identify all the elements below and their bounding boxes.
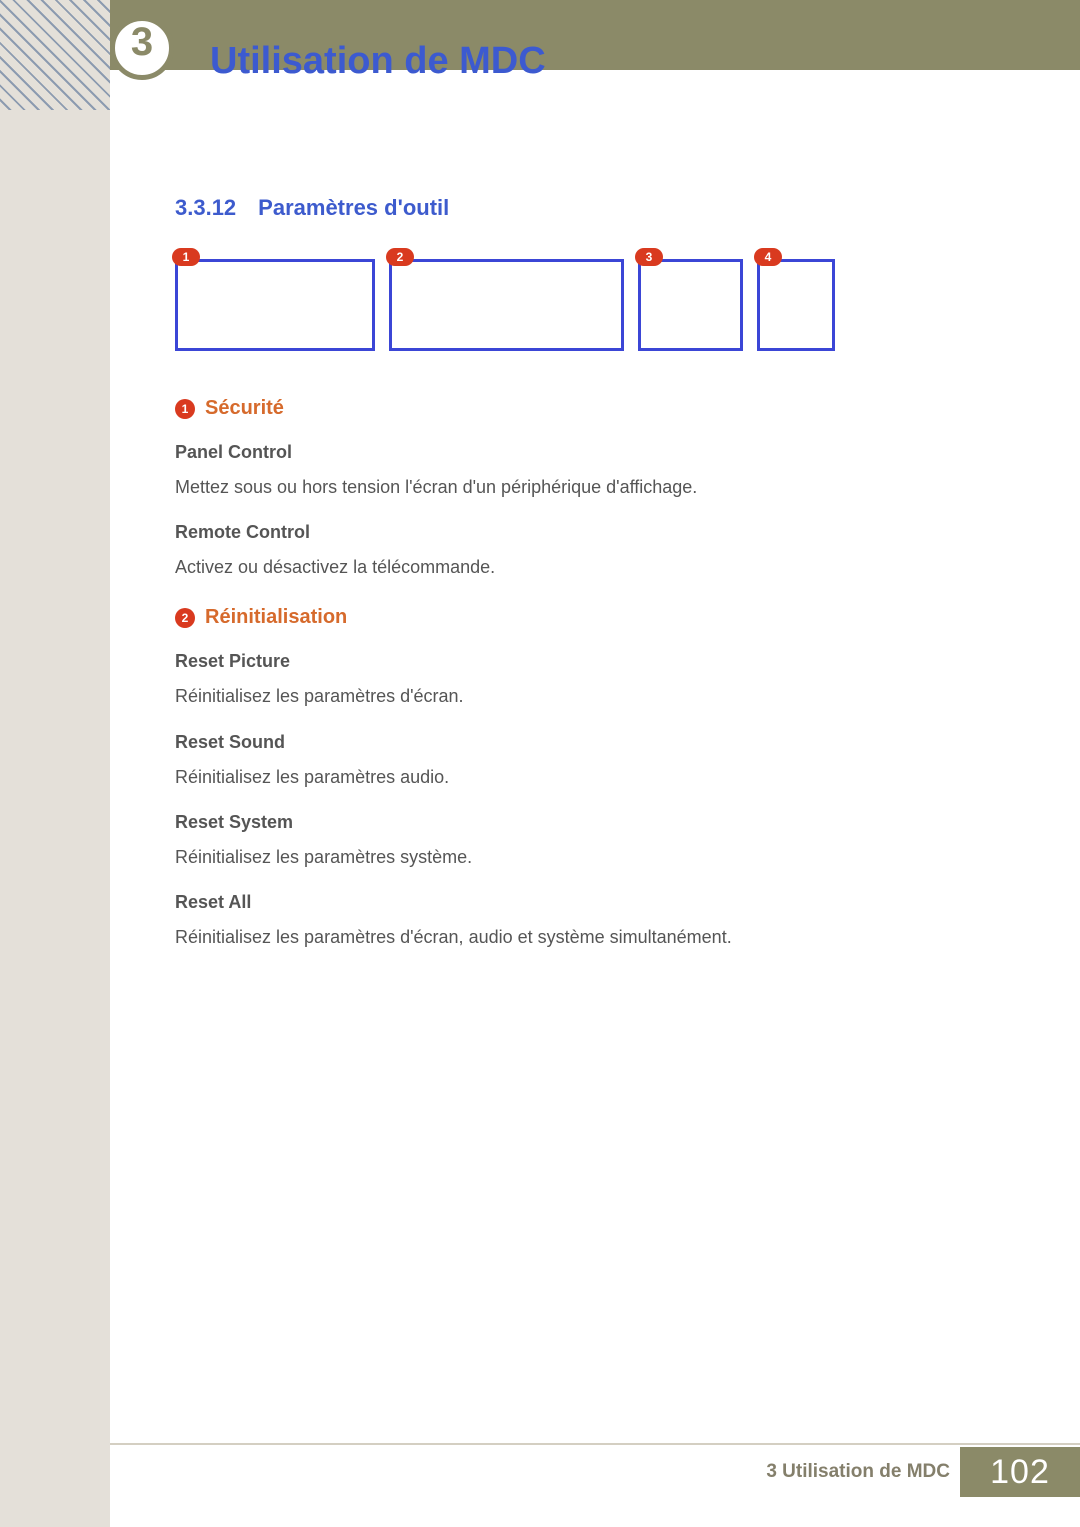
setting-item: Reset Picture Réinitialisez les paramètre… — [175, 651, 965, 709]
subsection-heading: 2 Réinitialisation — [175, 606, 965, 629]
setting-item-title: Reset System — [175, 812, 965, 833]
subsection: 2 Réinitialisation Reset Picture Réinitiali… — [175, 606, 965, 950]
tool-box-badge: 4 — [754, 248, 782, 266]
section-title: Paramètres d'outil — [258, 195, 449, 220]
tool-box-badge: 3 — [635, 248, 663, 266]
setting-item-title: Remote Control — [175, 522, 965, 543]
section-heading: 3.3.12 Paramètres d'outil — [175, 195, 965, 221]
hatch-decoration — [0, 0, 110, 110]
tool-box-4: 4 — [757, 259, 835, 351]
setting-item-description: Réinitialisez les paramètres audio. — [175, 765, 965, 790]
chapter-badge: 3 — [110, 16, 174, 80]
setting-item-title: Reset All — [175, 892, 965, 913]
footer-divider — [110, 1443, 1080, 1445]
subsection-heading: 1 Sécurité — [175, 397, 965, 420]
tool-box-1: 1 — [175, 259, 375, 351]
subsection-title: Réinitialisation — [205, 606, 347, 629]
tool-box-badge: 2 — [386, 248, 414, 266]
setting-item-description: Réinitialisez les paramètres d'écran. — [175, 684, 965, 709]
setting-item: Panel Control Mettez sous ou hors tension… — [175, 442, 965, 500]
setting-item: Remote Control Activez ou désactivez la t… — [175, 522, 965, 580]
tool-boxes-row: 1234 — [175, 259, 965, 351]
tool-box-3: 3 — [638, 259, 743, 351]
subsection: 1 Sécurité Panel Control Mettez sous ou hor… — [175, 397, 965, 580]
page-title: Utilisation de MDC — [210, 40, 546, 83]
subsection-number-badge: 2 — [175, 608, 195, 628]
setting-item: Reset System Réinitialisez les paramètres… — [175, 812, 965, 870]
subsection-number-badge: 1 — [175, 399, 195, 419]
subsection-title: Sécurité — [205, 397, 284, 420]
setting-item: Reset Sound Réinitialisez les paramètres … — [175, 732, 965, 790]
setting-item-description: Mettez sous ou hors tension l'écran d'un… — [175, 475, 965, 500]
section-number: 3.3.12 — [175, 195, 236, 220]
chapter-number: 3 — [131, 20, 153, 65]
content-area: 3.3.12Paramètres d'outil 1234 1SécuritéP… — [175, 195, 965, 976]
tool-box-badge: 1 — [172, 248, 200, 266]
footer-chapter-label: 3 Utilisation de MDC — [766, 1461, 950, 1483]
left-margin-stripe — [0, 0, 110, 1527]
page-number: 102 — [960, 1447, 1080, 1497]
setting-item-title: Reset Picture — [175, 651, 965, 672]
setting-item: Reset All Réinitialisez les paramètres d'… — [175, 892, 965, 950]
setting-item-title: Reset Sound — [175, 732, 965, 753]
setting-item-description: Activez ou désactivez la télécommande. — [175, 555, 965, 580]
setting-item-title: Panel Control — [175, 442, 965, 463]
tool-box-2: 2 — [389, 259, 624, 351]
setting-item-description: Réinitialisez les paramètres d'écran, au… — [175, 925, 965, 950]
setting-item-description: Réinitialisez les paramètres système. — [175, 845, 965, 870]
